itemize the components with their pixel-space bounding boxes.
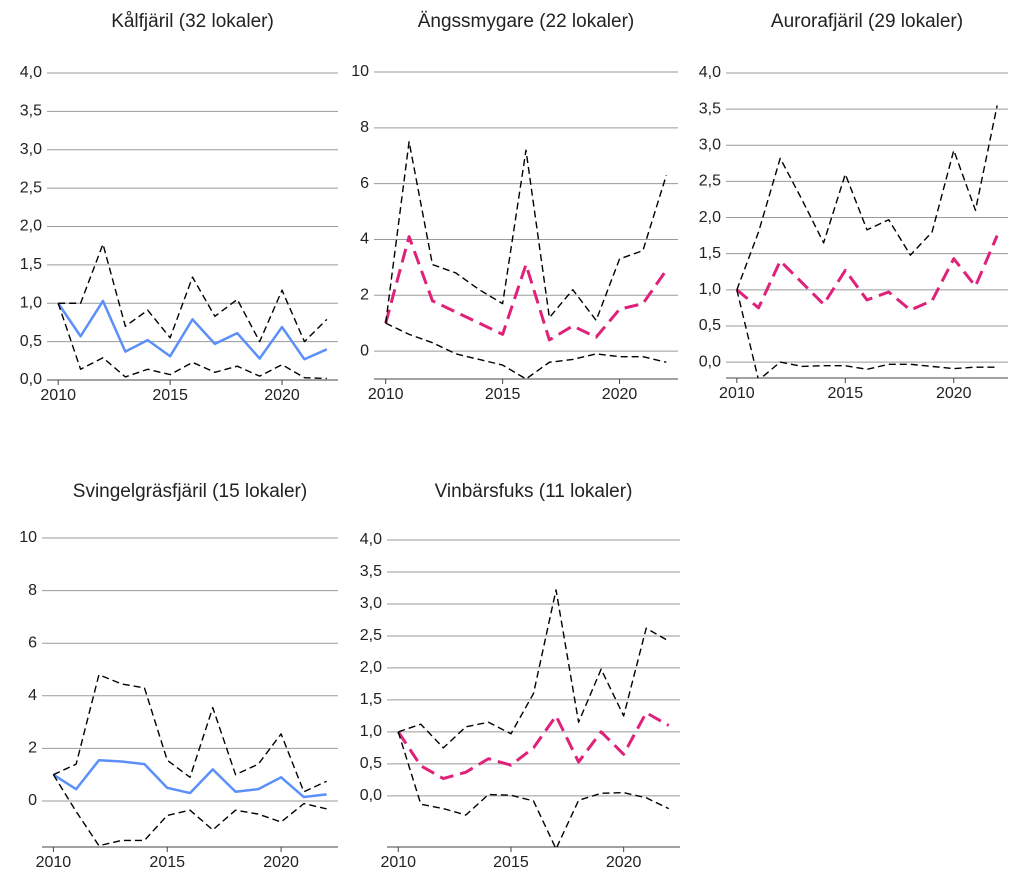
series-line [384,141,667,324]
y-tick-label: 3,5 [360,563,382,580]
series-line [52,774,327,847]
x-tick-label: 2020 [263,854,299,870]
y-tick-label: 1,0 [20,294,42,311]
series-line [53,674,327,793]
series-line [57,303,327,380]
panel: Ängssmygare (22 lokaler) 0 2 4 6 8 10 2010 2015 2… [351,11,678,403]
y-tick-label: 1,0 [360,723,382,740]
x-tick-label: 2010 [719,385,755,402]
chart-title: Aurorafjäril (29 lokaler) [771,11,963,32]
y-tick-label: 0,5 [699,317,721,334]
y-tick-label: 1,0 [699,281,721,298]
y-tick-label: 1,5 [360,691,382,708]
y-tick-label: 3,0 [20,141,42,158]
y-tick-label: 3,5 [20,103,42,120]
y-tick-label: 0,5 [360,755,382,772]
y-tick-label: 2 [28,740,37,757]
y-tick-label: 4,0 [699,64,721,81]
y-tick-label: 0,0 [20,371,42,388]
x-tick-label: 2020 [936,385,972,402]
y-tick-label: 6 [28,634,37,651]
y-tick-label: 8 [360,119,369,136]
series-line [385,322,667,379]
panel: Aurorafjäril (29 lokaler) 0,0 0,5 1,0 1,5 2,0… [699,11,1008,402]
chart-title: Svingelgräsfjäril (15 lokaler) [73,481,307,502]
y-tick-label: 0,0 [699,353,721,370]
chart-title: Vinbärsfuks (11 lokaler) [435,481,633,502]
series-line [397,731,670,847]
y-tick-label: 0 [360,342,369,359]
x-tick-label: 2010 [36,854,72,870]
series-line [58,243,328,343]
x-tick-label: 2010 [368,386,404,403]
x-tick-label: 2015 [493,854,529,870]
y-tick-label: 0,0 [360,787,382,804]
x-tick-label: 2010 [40,387,76,404]
x-tick-label: 2020 [264,387,300,404]
y-tick-label: 2,5 [20,179,42,196]
y-tick-label: 3,0 [699,136,721,153]
y-tick-label: 3,0 [360,595,382,612]
y-tick-label: 1,5 [20,256,42,273]
x-tick-label: 2015 [149,854,185,870]
panel: Svingelgräsfjäril (15 lokaler) 0 2 4 6 8 10 201… [19,481,338,870]
y-tick-label: 4 [360,231,369,248]
y-tick-label: 4,0 [360,531,382,548]
y-tick-label: 2,0 [20,218,42,235]
x-tick-label: 2020 [602,386,638,403]
y-tick-label: 3,5 [699,100,721,117]
panel: Kålfjäril (32 lokaler) 0,0 0,5 1,0 1,5 2,0 2,5… [20,11,338,404]
series-line [57,299,328,361]
series-line [397,711,670,781]
y-tick-label: 2,5 [360,627,382,644]
y-tick-label: 6 [360,175,369,192]
y-tick-label: 1,5 [699,245,721,262]
panel: Vinbärsfuks (11 lokaler) 0,0 0,5 1,0 1,5 2,0 2… [360,481,680,870]
x-tick-label: 2015 [485,386,521,403]
series-line [736,105,998,291]
y-tick-label: 2,0 [699,209,721,226]
series-line [735,235,999,312]
y-tick-label: 4,0 [20,64,42,81]
series-line [398,589,670,749]
chart-title: Kålfjäril (32 lokaler) [111,11,274,32]
y-tick-label: 2 [360,286,369,303]
chart-title: Ängssmygare (22 lokaler) [418,11,634,32]
y-tick-label: 8 [28,582,37,599]
y-tick-label: 2,5 [699,173,721,190]
x-tick-label: 2015 [828,385,864,402]
x-tick-label: 2010 [380,854,416,870]
y-tick-label: 10 [19,529,37,546]
series-line [52,758,327,799]
x-tick-label: 2015 [152,387,188,404]
y-tick-label: 10 [351,63,369,80]
series-line [736,289,998,378]
y-tick-label: 2,0 [360,659,382,676]
y-tick-label: 0,5 [20,333,42,350]
y-tick-label: 4 [28,687,37,704]
x-tick-label: 2020 [606,854,642,870]
y-tick-label: 0 [28,792,37,809]
series-line [384,235,668,342]
